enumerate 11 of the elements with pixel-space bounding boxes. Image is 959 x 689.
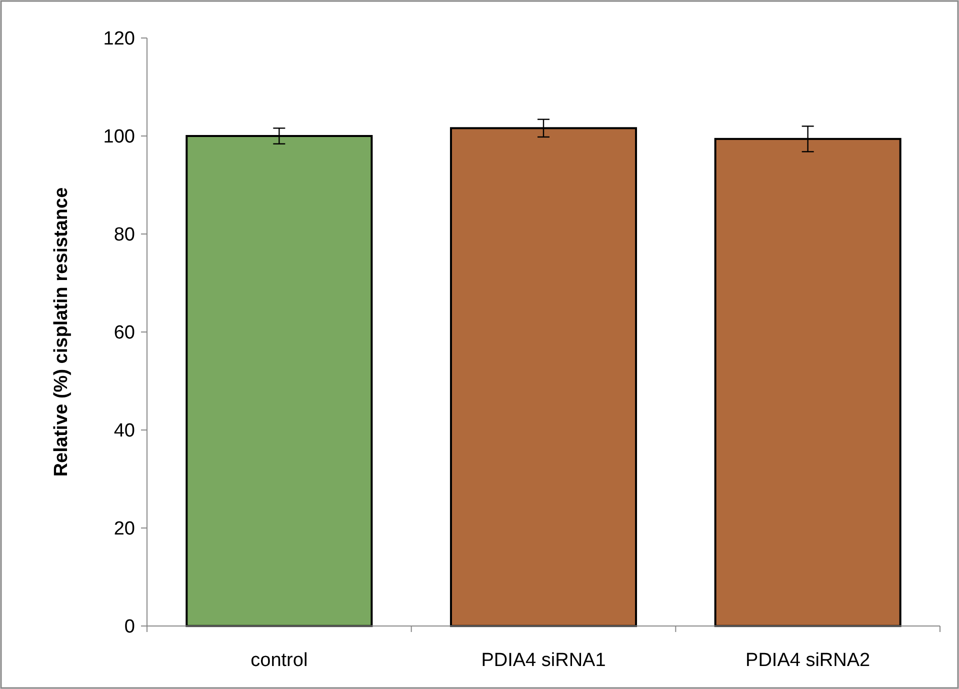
y-tick-label: 120 — [103, 28, 135, 50]
x-tick-label: control — [250, 650, 308, 671]
x-tick-label: PDIA4 siRNA2 — [746, 650, 870, 671]
y-tick-label: 40 — [114, 420, 135, 442]
y-tick-label: 100 — [103, 126, 135, 148]
y-tick-label: 60 — [114, 322, 135, 344]
y-tick-label: 80 — [114, 224, 135, 246]
x-tick-label: PDIA4 siRNA1 — [481, 650, 606, 671]
y-axis-title: Relative (%) cisplatin resistance — [51, 187, 72, 477]
y-tick-label: 20 — [114, 518, 135, 540]
y-tick-label: 0 — [124, 616, 135, 638]
